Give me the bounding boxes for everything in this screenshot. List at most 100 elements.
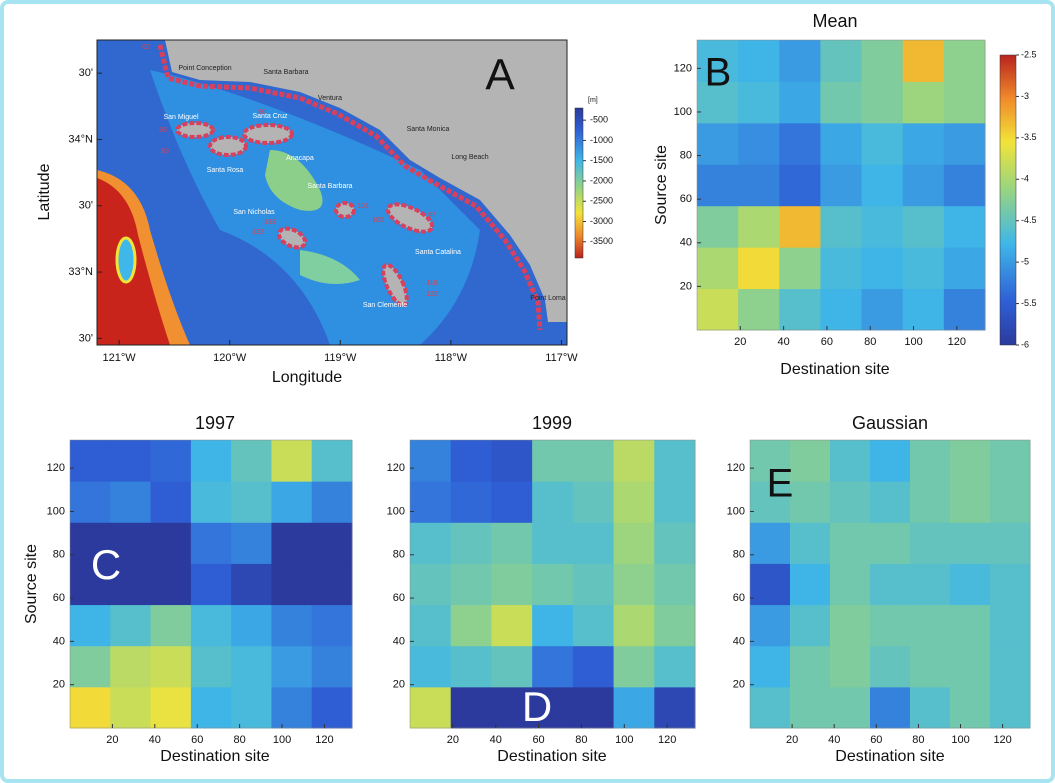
island	[385, 202, 435, 234]
heatmap-cell	[150, 440, 192, 482]
site-label: 90	[258, 109, 266, 116]
heatmap-cell	[572, 604, 615, 647]
colorbar	[999, 54, 1017, 346]
heatmap-cell	[70, 563, 111, 606]
heatmap-cell	[150, 645, 192, 688]
heatmap-cell	[943, 205, 986, 248]
y-tick-label: 30'	[79, 332, 93, 344]
y-tick-label: 60	[733, 592, 745, 604]
heatmap-cell	[311, 440, 353, 482]
heatmap-cell	[110, 481, 152, 523]
heatmap-cell	[271, 481, 313, 523]
x-tick-label: 20	[106, 734, 118, 746]
heatmap-cell	[70, 440, 111, 482]
heatmap-cell	[613, 440, 655, 482]
colorbar-tick-label: -500	[590, 115, 608, 125]
heatmap-cell	[902, 247, 945, 290]
heatmap-cell	[910, 645, 951, 688]
heatmap-cell	[532, 440, 574, 482]
island	[175, 121, 215, 139]
x-tick-label: 60	[532, 734, 544, 746]
colorbar-tick-label: -2.5	[1021, 49, 1037, 59]
x-tick-label: 100	[951, 734, 969, 746]
y-axis-label: Source site	[23, 544, 40, 624]
heatmap-cell	[943, 40, 986, 82]
heatmap-cell	[738, 205, 780, 248]
heatmap-cell	[110, 686, 152, 729]
heatmap-cell	[110, 440, 152, 482]
heatmap-cell	[231, 604, 272, 647]
heatmap-cell	[738, 40, 780, 82]
heatmap-cell	[491, 522, 533, 564]
y-tick-label: 80	[733, 549, 745, 561]
heatmap-cell	[654, 686, 696, 729]
place-label: Santa Monica	[407, 126, 450, 133]
place-label: San Miguel	[163, 114, 198, 121]
colorbar	[574, 107, 584, 259]
heatmap-cell	[150, 563, 192, 606]
heatmap-cell	[820, 247, 863, 290]
y-axis-label: Latitude	[36, 163, 53, 220]
heatmap-cell	[491, 686, 533, 729]
heatmap-cell	[990, 481, 1031, 523]
site-label: 110	[426, 280, 437, 287]
heatmap-cell	[790, 563, 831, 606]
heatmap-cell	[613, 604, 655, 647]
x-tick-label: 100	[615, 734, 633, 746]
y-tick-label: 40	[53, 635, 65, 647]
heatmap-cell	[779, 81, 821, 124]
y-tick-label: 60	[393, 592, 405, 604]
heatmap-cell	[231, 440, 272, 482]
y-tick-label: 100	[727, 505, 745, 517]
heatmap-cell	[572, 481, 615, 523]
heatmap-cell	[697, 122, 739, 165]
x-tick-label: 120°W	[213, 352, 247, 364]
site-label: 133	[264, 219, 276, 226]
heatmap-cell	[779, 205, 821, 248]
heatmap-cell	[450, 645, 492, 688]
map-frame	[96, 39, 568, 346]
heatmap-cell	[572, 686, 615, 729]
heatmap-cell	[150, 522, 192, 564]
y-tick-label: 20	[733, 679, 745, 691]
heatmap-cell	[990, 645, 1031, 688]
x-tick-label: 100	[904, 336, 922, 348]
island	[242, 123, 294, 145]
y-tick-label: 20	[393, 679, 405, 691]
seamount	[115, 236, 137, 284]
heatmap-cell	[902, 164, 945, 207]
x-tick-label: 100	[273, 734, 291, 746]
heatmap-cell	[790, 686, 831, 729]
heatmap-cell	[697, 40, 739, 82]
place-label: Anacapa	[286, 155, 314, 162]
x-tick-label: 20	[447, 734, 459, 746]
y-tick-label: 20	[680, 280, 692, 292]
heatmap-cell	[271, 522, 313, 564]
y-tick-label: 60	[680, 193, 692, 205]
heatmap-cell	[820, 164, 863, 207]
chart-title: Mean	[812, 11, 857, 31]
heatmap-cell	[750, 645, 791, 688]
bank	[265, 150, 323, 211]
heatmap-cell	[70, 686, 111, 729]
heatmap-cell	[532, 481, 574, 523]
heatmap-cell	[70, 604, 111, 647]
heatmap-cell	[231, 481, 272, 523]
heatmap-cell	[450, 522, 492, 564]
bank	[300, 250, 360, 284]
heatmap-cell	[750, 481, 791, 523]
x-tick-label: 60	[191, 734, 203, 746]
x-tick-label: 80	[912, 734, 924, 746]
heatmap-cell	[70, 522, 111, 564]
heatmap-cell	[190, 604, 232, 647]
heatmap-cell	[902, 81, 945, 124]
heatmap-cell	[861, 122, 904, 165]
x-axis-label: Destination site	[835, 748, 944, 765]
heatmap-cell	[231, 645, 272, 688]
heatmap-cell	[613, 645, 655, 688]
heatmap-cell	[943, 81, 986, 124]
heatmap-cell	[750, 522, 791, 564]
x-axis-label: Destination site	[160, 748, 269, 765]
heatmap-cell	[790, 604, 831, 647]
